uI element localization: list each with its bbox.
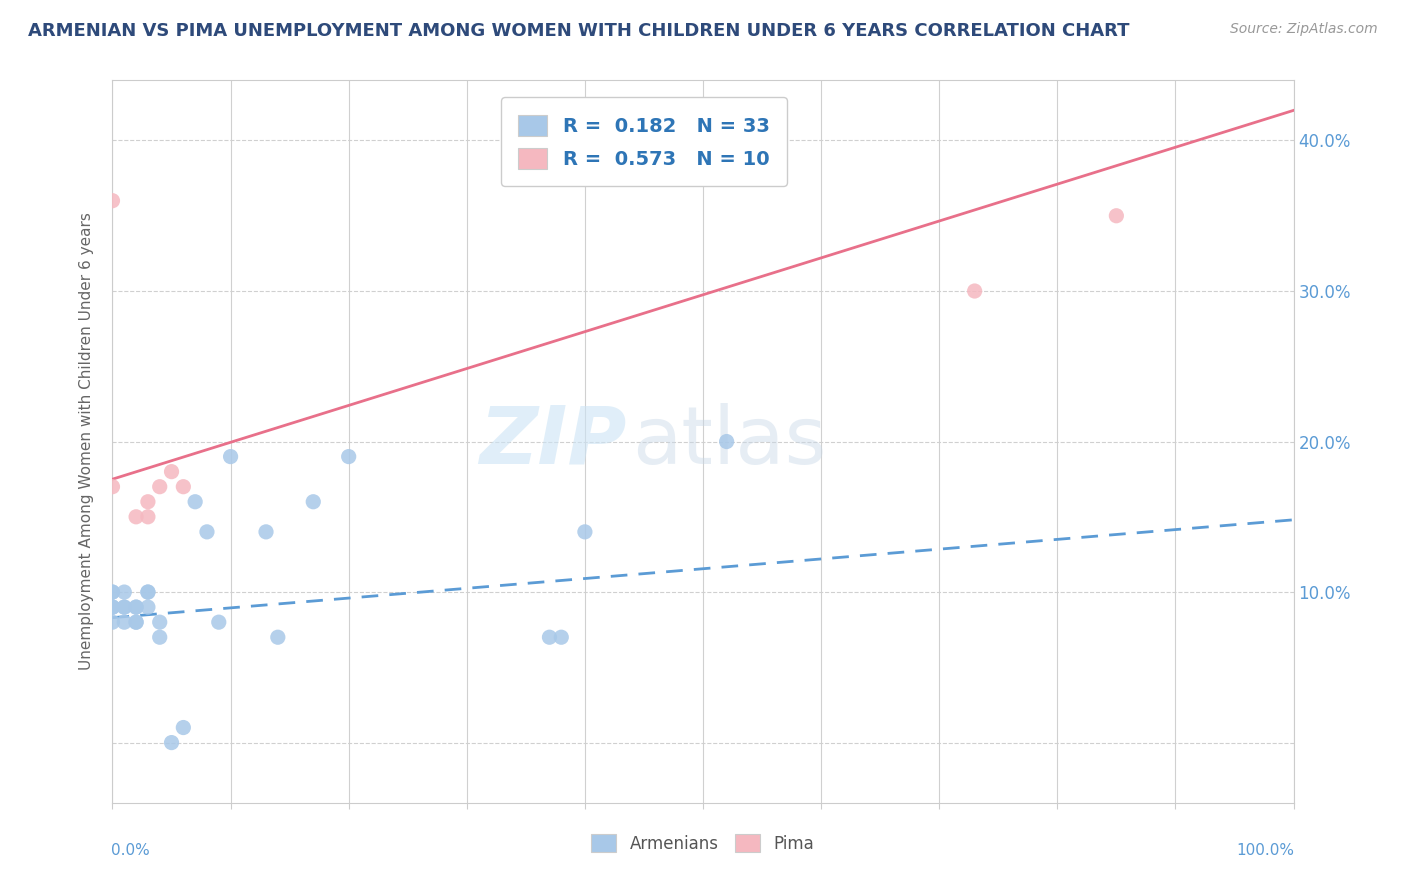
Point [254, 524, 277, 539]
Point [101, 600, 124, 615]
Point [101, 480, 124, 494]
Point [125, 509, 148, 524]
Point [136, 600, 159, 615]
Point [184, 494, 207, 508]
Text: 100.0%: 100.0% [1237, 843, 1295, 857]
Point [716, 434, 738, 449]
Text: ZIP: ZIP [479, 402, 626, 481]
Point [136, 585, 159, 599]
Text: atlas: atlas [633, 402, 827, 481]
Point [160, 465, 183, 479]
Point [101, 600, 124, 615]
Point [101, 585, 124, 599]
Point [125, 615, 148, 630]
Point [112, 615, 135, 630]
Text: Source: ZipAtlas.com: Source: ZipAtlas.com [1230, 22, 1378, 37]
Point [101, 585, 124, 599]
Point [101, 600, 124, 615]
Point [538, 630, 561, 644]
Point [112, 585, 135, 599]
Point [963, 284, 986, 298]
Point [112, 600, 135, 615]
Point [1105, 209, 1128, 223]
Point [136, 509, 159, 524]
Legend: Armenians, Pima: Armenians, Pima [585, 828, 821, 860]
Point [136, 494, 159, 508]
Point [125, 615, 148, 630]
Point [267, 630, 290, 644]
Point [337, 450, 360, 464]
Point [208, 615, 231, 630]
Text: 0.0%: 0.0% [111, 843, 150, 857]
Point [125, 600, 148, 615]
Point [302, 494, 325, 508]
Point [219, 450, 242, 464]
Point [574, 524, 596, 539]
Text: ARMENIAN VS PIMA UNEMPLOYMENT AMONG WOMEN WITH CHILDREN UNDER 6 YEARS CORRELATIO: ARMENIAN VS PIMA UNEMPLOYMENT AMONG WOME… [28, 22, 1129, 40]
Point [149, 480, 172, 494]
Point [149, 630, 172, 644]
Point [149, 615, 172, 630]
Point [160, 735, 183, 749]
Point [125, 600, 148, 615]
Point [195, 524, 218, 539]
Point [172, 721, 194, 735]
Point [136, 585, 159, 599]
Point [550, 630, 572, 644]
Point [101, 194, 124, 208]
Point [172, 480, 194, 494]
Point [112, 600, 135, 615]
Y-axis label: Unemployment Among Women with Children Under 6 years: Unemployment Among Women with Children U… [79, 212, 94, 671]
Point [101, 615, 124, 630]
